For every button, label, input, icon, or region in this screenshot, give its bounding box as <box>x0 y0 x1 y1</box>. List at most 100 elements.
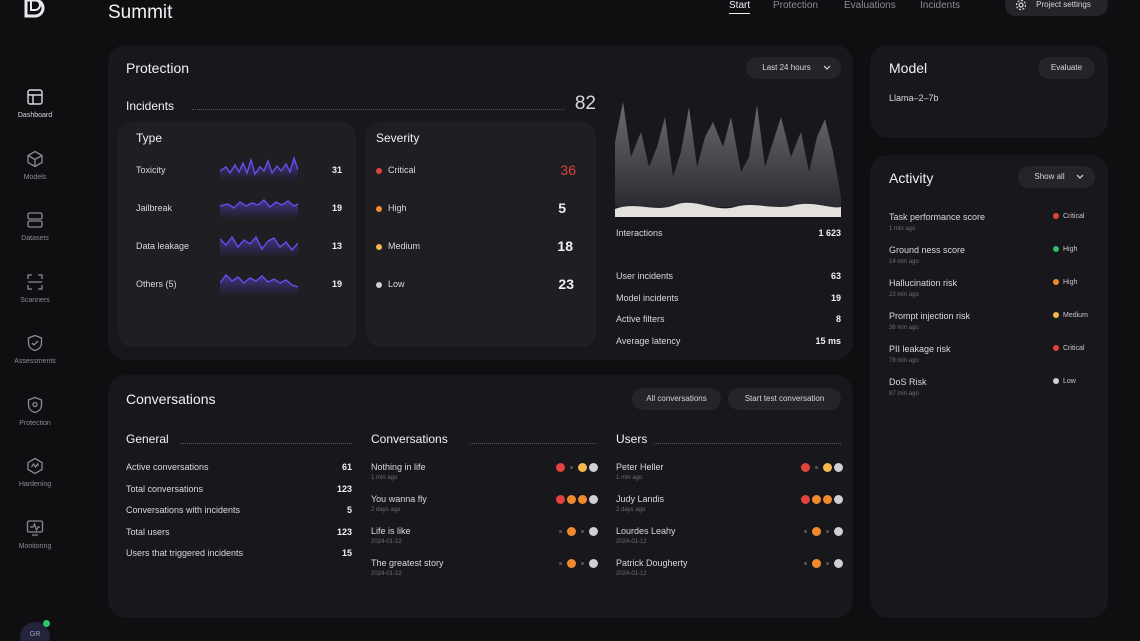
sidebar-item-models[interactable]: Models <box>0 150 70 181</box>
general-value: 15 <box>341 548 352 558</box>
avatar-initials: GR <box>29 631 41 638</box>
evaluate-button[interactable]: Evaluate <box>1038 57 1095 79</box>
critical-badge-icon <box>556 495 565 504</box>
low-badge-icon <box>589 527 598 536</box>
sidebar-item-scanners[interactable]: Scanners <box>0 273 70 304</box>
sidebar-item-assessments[interactable]: Assessments <box>0 334 70 365</box>
separator-dot <box>804 562 807 565</box>
activity-item-title: Hallucination risk <box>889 278 958 288</box>
type-value: 19 <box>331 203 342 213</box>
severity-label: Medium <box>388 241 421 251</box>
critical-badge-icon <box>801 495 810 504</box>
sidebar-item-hardening[interactable]: Hardening <box>0 457 70 488</box>
separator-dot <box>570 466 573 469</box>
type-label: Jailbreak <box>136 203 173 213</box>
severity-chip: Critical <box>1053 213 1084 220</box>
tab-evaluations[interactable]: Evaluations <box>844 0 896 11</box>
list-item-time: 2024-01-12 <box>371 571 402 577</box>
sidebar-item-label: Scanners <box>20 297 50 304</box>
all-conversations-button[interactable]: All conversations <box>632 388 721 410</box>
sidebar: Dashboard Models Datasets Scanners Asses… <box>0 0 70 641</box>
severity-title: Severity <box>376 131 420 145</box>
type-panel: Type Toxicity 31 Jailbreak 19 Data leaka… <box>118 122 356 347</box>
sidebar-item-label: Dashboard <box>17 112 53 119</box>
separator-dot <box>826 530 829 533</box>
separator-dot <box>826 562 829 565</box>
high-badge-icon <box>812 527 821 536</box>
low-dot <box>376 282 382 288</box>
severity-chip-label: High <box>1063 246 1078 253</box>
hardening-icon <box>27 457 43 475</box>
tab-start[interactable]: Start <box>729 0 751 14</box>
gear-icon <box>1015 0 1027 11</box>
general-value: 123 <box>336 527 352 537</box>
project-settings-button[interactable]: Project settings <box>1005 0 1108 16</box>
type-label: Toxicity <box>136 165 166 175</box>
list-item-title: You wanna fly <box>371 494 427 504</box>
sidebar-item-datasets[interactable]: Datasets <box>0 211 70 242</box>
show-all-select[interactable]: Show all <box>1018 166 1095 188</box>
database-icon <box>27 212 43 228</box>
sidebar-item-monitoring[interactable]: Monitoring <box>0 519 70 550</box>
stat-label: User incidents <box>616 271 674 281</box>
type-title: Type <box>136 131 163 145</box>
high-badge-icon <box>823 495 832 504</box>
activity-item-time: 23 min ago <box>889 292 919 298</box>
dotted-divider <box>470 443 597 444</box>
sparkline-others <box>220 273 298 295</box>
severity-chip: High <box>1053 246 1077 253</box>
list-item-title: Lourdes Leahy <box>616 526 676 536</box>
stat-label: Average latency <box>616 336 681 346</box>
severity-chip: Low <box>1053 378 1076 385</box>
scan-icon <box>27 274 43 290</box>
interactions-area-chart <box>615 102 841 217</box>
avatar[interactable]: GR <box>20 620 50 641</box>
activity-item-time: 1 min ago <box>889 226 916 232</box>
dotted-divider <box>192 109 564 110</box>
severity-chip-label: Critical <box>1063 213 1085 220</box>
tab-protection[interactable]: Protection <box>773 0 819 11</box>
interactions-value: 1 623 <box>818 228 841 238</box>
sidebar-item-label: Protection <box>19 420 51 427</box>
severity-value: 36 <box>560 162 576 178</box>
general-value: 123 <box>336 484 352 494</box>
incidents-label: Incidents <box>126 99 175 113</box>
severity-value: 23 <box>558 276 574 292</box>
incidents-total: 82 <box>574 93 596 114</box>
high-dot <box>376 206 382 212</box>
high-badge-icon <box>567 559 576 568</box>
high-badge-icon <box>567 495 576 504</box>
severity-chip: Critical <box>1053 345 1084 352</box>
list-item-time: 1 min ago <box>371 475 398 481</box>
high-badge-icon <box>578 495 587 504</box>
severity-label: Low <box>388 279 405 289</box>
activity-item-time: 36 min ago <box>889 325 919 331</box>
stat-value: 15 ms <box>815 336 841 346</box>
low-badge-icon <box>589 463 598 472</box>
sparkline-jailbreak <box>220 199 298 219</box>
list-item-time: 2024-01-12 <box>616 539 647 545</box>
list-item-title: The greatest story <box>371 558 444 568</box>
stat-value: 8 <box>835 314 841 324</box>
dotted-divider <box>654 443 841 444</box>
users-list-title: Users <box>616 432 648 446</box>
activity-title: Activity <box>889 170 934 186</box>
tab-incidents[interactable]: Incidents <box>920 0 961 11</box>
cube-icon <box>27 150 43 168</box>
severity-value: 5 <box>558 200 566 216</box>
start-test-conversation-button[interactable]: Start test conversation <box>728 388 841 410</box>
sidebar-item-protection[interactable]: Protection <box>0 396 70 427</box>
severity-label: High <box>388 203 407 213</box>
time-range-select[interactable]: Last 24 hours <box>746 57 841 79</box>
model-card: Model Evaluate Llama–2–7b <box>870 45 1108 138</box>
stat-label: Model incidents <box>616 293 679 303</box>
sidebar-item-label: Assessments <box>14 358 56 365</box>
medium-badge-icon <box>823 463 832 472</box>
general-label: Active conversations <box>126 462 209 472</box>
separator-dot <box>581 530 584 533</box>
activity-item-title: Task performance score <box>889 212 986 222</box>
sidebar-item-dashboard[interactable]: Dashboard <box>0 88 70 119</box>
list-item-title: Peter Heller <box>616 462 664 472</box>
protection-title: Protection <box>126 60 190 76</box>
stat-value: 19 <box>830 293 841 303</box>
